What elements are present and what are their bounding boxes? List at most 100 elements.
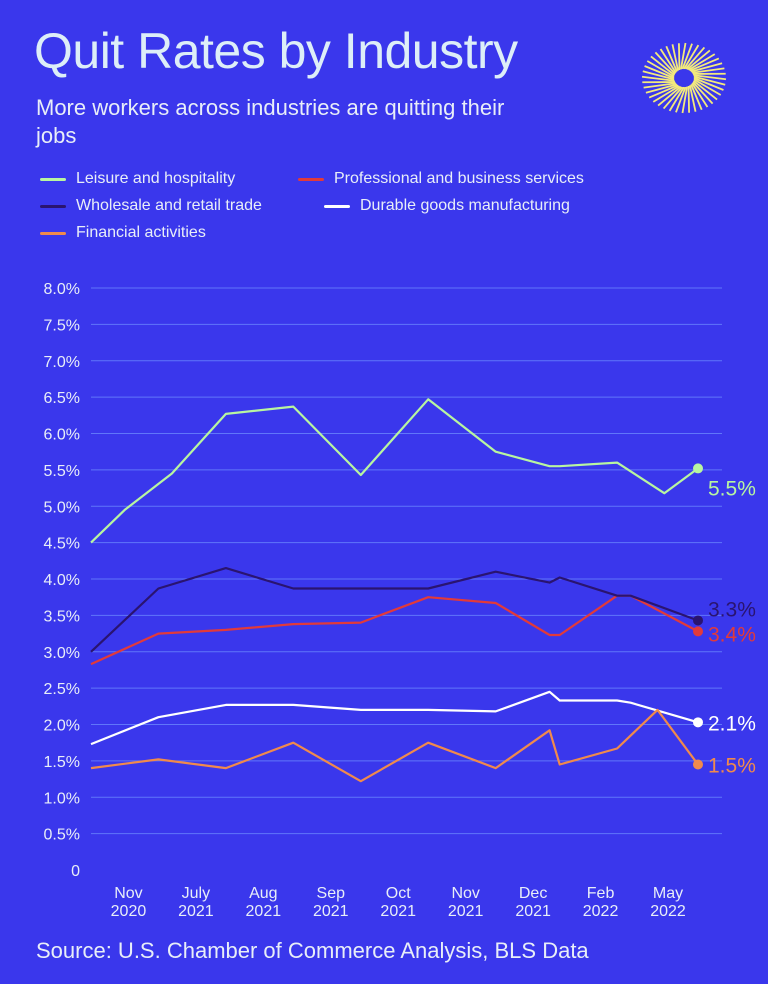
series-line — [90, 398, 699, 544]
x-tick-label: 2022 — [650, 903, 686, 920]
series-end-point — [693, 626, 703, 637]
logo-ray — [641, 75, 675, 82]
series-line — [90, 594, 699, 666]
series-line — [90, 708, 699, 783]
y-tick-label: 6.5% — [44, 390, 80, 407]
x-tick-label: Dec — [519, 885, 547, 902]
y-tick-label: 0.5% — [44, 827, 80, 844]
logo-ray — [690, 62, 723, 73]
y-tick-label: 5.0% — [44, 499, 80, 516]
logo-ray — [693, 77, 724, 91]
series-end-label: 1.5% — [708, 755, 756, 778]
logo-ray — [650, 55, 676, 76]
y-tick-label: 7.0% — [44, 354, 80, 371]
y-tick-label: 6.0% — [44, 427, 80, 444]
line-chart: 0 0.5% 1.0% 1.5% 2.0% 2.5% 3.0% 3.5% 4.0% 4.5% 5.0… — [44, 281, 756, 920]
y-tick-label: 4.5% — [44, 536, 80, 553]
series-line — [90, 567, 699, 653]
legend-swatch-financial — [40, 231, 66, 235]
logo-ray — [643, 82, 677, 89]
source-note: Source: U.S. Chamber of Commerce Analysi… — [36, 938, 589, 963]
logo-ray — [688, 53, 716, 71]
logo-ray — [675, 86, 687, 113]
chart-subtitle: More workers across industries are quitt… — [36, 95, 505, 148]
y-tick-label: 5.5% — [44, 463, 80, 480]
logo-ray — [645, 83, 678, 94]
legend-item-professional: Professional and business services — [298, 170, 584, 188]
logo-ray — [665, 45, 678, 72]
logo-ray — [692, 80, 718, 101]
series-end-label: 3.4% — [708, 623, 756, 646]
logo-ray — [680, 42, 687, 70]
logo-ray — [681, 86, 688, 114]
logo-ray — [657, 85, 682, 107]
x-tick-label: Aug — [249, 885, 277, 902]
logo-ray — [687, 86, 690, 113]
x-tick-label: 2021 — [515, 903, 551, 920]
logo-ray — [681, 43, 693, 70]
logo-ray — [678, 43, 681, 70]
series-end-label: 5.5% — [708, 477, 756, 500]
legend-swatch-wholesale — [40, 204, 66, 208]
logo-ray — [668, 86, 685, 112]
x-tick-label: Sep — [317, 885, 346, 902]
series-end-point — [693, 759, 703, 770]
series-end-point — [693, 717, 703, 728]
logo-ray — [691, 82, 709, 108]
x-tick-label: May — [653, 885, 683, 902]
sunburst-logo-icon — [641, 42, 727, 114]
y-tick-label: 7.5% — [44, 317, 80, 334]
x-tick-label: Oct — [386, 885, 411, 902]
x-tick-label: 2020 — [111, 903, 147, 920]
x-tick-label: Nov — [451, 885, 479, 902]
logo-ray — [652, 85, 680, 103]
chart-title: Quit Rates by Industry — [34, 23, 518, 79]
x-tick-label: 2021 — [448, 903, 484, 920]
y-tick-label: 1.5% — [44, 754, 80, 771]
legend-label-financial: Financial activities — [76, 224, 206, 241]
logo-ray — [689, 57, 720, 72]
legend: Leisure and hospitality Professional and… — [40, 170, 740, 250]
logo-ray — [684, 46, 706, 70]
logo-ray — [648, 84, 679, 99]
series-end-label: 2.1% — [708, 712, 756, 735]
x-tick-label: 2021 — [380, 903, 416, 920]
series-end-label: 3.3% — [708, 598, 756, 621]
x-tick-label: 2022 — [583, 903, 619, 920]
legend-swatch-durable — [324, 204, 350, 208]
logo-ray — [642, 70, 675, 81]
x-tick-label: 2021 — [313, 903, 349, 920]
logo-ray — [646, 60, 675, 78]
logo-ray — [690, 84, 703, 111]
legend-label-wholesale: Wholesale and retail trade — [76, 197, 262, 214]
x-tick-label: July — [182, 885, 210, 902]
x-tick-label: 2021 — [246, 903, 282, 920]
logo-ray — [686, 49, 711, 71]
logo-ray — [692, 81, 714, 105]
y-tick-label: 8.0% — [44, 281, 80, 298]
logo-ray — [683, 44, 700, 70]
x-tick-label: Feb — [587, 885, 615, 902]
y-tick-label: 3.0% — [44, 645, 80, 662]
legend-label-leisure: Leisure and hospitality — [76, 170, 236, 187]
series-end-point — [693, 615, 703, 626]
legend-label-durable: Durable goods manufacturing — [360, 197, 570, 214]
legend-swatch-professional — [298, 177, 324, 181]
logo-ray — [693, 75, 726, 86]
x-tick-label: 2021 — [178, 903, 214, 920]
y-tick-label: 4.0% — [44, 572, 80, 589]
legend-item-wholesale: Wholesale and retail trade — [40, 197, 262, 215]
logo-ray — [671, 44, 680, 71]
logo-ray — [688, 85, 697, 112]
x-tick-label: Nov — [114, 885, 142, 902]
y-tick-label: 2.5% — [44, 681, 80, 698]
logo-ray — [644, 65, 675, 79]
logo-ray — [659, 48, 677, 74]
logo-ray — [662, 86, 684, 110]
y-tick-label: 1.0% — [44, 790, 80, 807]
legend-item-durable: Durable goods manufacturing — [324, 197, 570, 215]
logo-ray — [693, 78, 722, 96]
series-line — [90, 690, 699, 746]
logo-ray — [693, 74, 727, 81]
y-tick-label: 3.5% — [44, 608, 80, 625]
